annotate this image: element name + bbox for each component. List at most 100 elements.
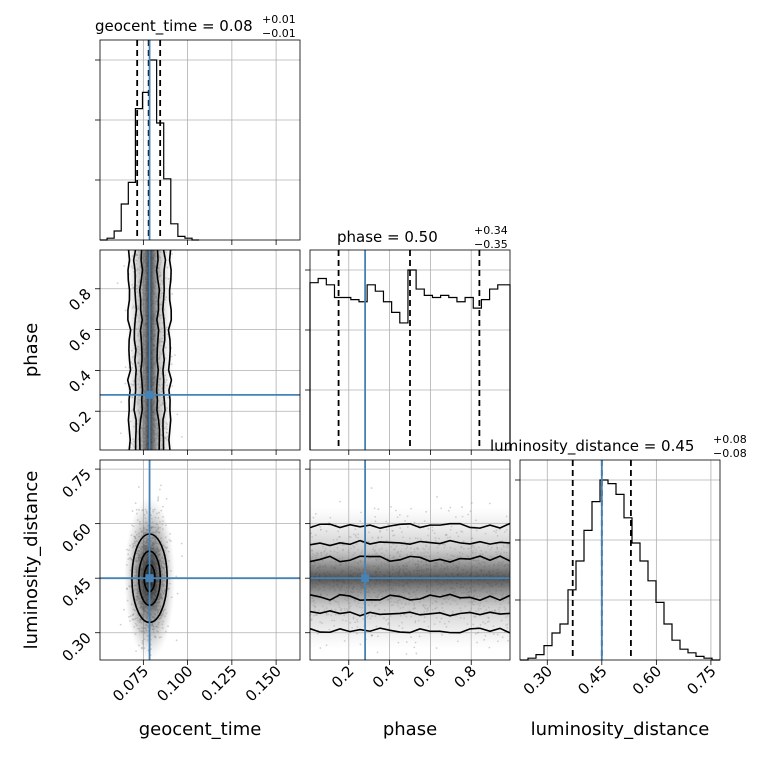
y-tick-label: 0.4	[65, 367, 95, 397]
grid-lines	[520, 460, 720, 660]
title-luminosity-distance-plus: +0.08	[713, 433, 747, 446]
histogram-step	[520, 479, 720, 661]
title-phase-label: phase = 0.50	[337, 228, 438, 246]
sample-point	[137, 486, 140, 488]
title-phase-minus: −0.35	[474, 238, 508, 251]
panel-frame	[99, 249, 301, 451]
title-geocent-time-minus: −0.01	[262, 27, 296, 40]
sample-point	[146, 663, 148, 665]
sample-point	[174, 354, 176, 357]
x-tick-label: 0.45	[574, 662, 610, 698]
sample-point	[339, 500, 341, 503]
sample-point	[436, 496, 438, 498]
sample-point	[405, 653, 408, 655]
histogram-step	[309, 269, 511, 450]
contour-line	[310, 539, 510, 547]
contour-line	[155, 250, 161, 450]
sample-point	[175, 639, 178, 642]
truth-marker	[361, 574, 370, 583]
panel-frame	[309, 249, 511, 451]
contour-line	[138, 250, 144, 450]
sample-point	[415, 652, 418, 655]
sample-point	[158, 488, 161, 491]
sample-point	[120, 401, 123, 403]
sample-point	[176, 413, 179, 416]
sample-point	[135, 650, 137, 653]
density-clip	[310, 487, 510, 655]
sample-point	[123, 608, 125, 611]
sample-point	[119, 432, 122, 435]
sample-point	[119, 623, 122, 626]
y-tick-label: 0.45	[58, 574, 94, 610]
x-tick-label: 0.100	[153, 662, 196, 705]
density-panel-geocent-time-phase	[99, 249, 301, 451]
contour-line	[126, 250, 132, 450]
truth-marker	[145, 574, 154, 583]
sample-point	[158, 662, 160, 664]
x-tick-label: 0.6	[410, 662, 440, 692]
y-tick-label: 0.2	[65, 407, 95, 437]
contour-line	[310, 627, 510, 634]
y-tick-label: 0.30	[58, 629, 94, 665]
sample-point	[180, 542, 183, 545]
y-tick-label: 0.8	[65, 285, 95, 315]
x-tick-label: 0.8	[450, 662, 480, 692]
sample-point	[176, 592, 179, 595]
y-tick-label: 0.75	[58, 465, 94, 501]
title-geocent-time: geocent_time = 0.08 +0.01 −0.01	[95, 13, 296, 40]
x-tick-label: 0.075	[109, 662, 152, 705]
sample-point	[123, 265, 125, 267]
hist-panel-phase	[305, 249, 511, 451]
x-tick-label: 0.2	[328, 662, 358, 692]
panel-frame	[99, 39, 301, 241]
title-luminosity-distance: luminosity_distance = 0.45 +0.08 −0.08	[490, 433, 747, 460]
x-tick-label: 0.75	[683, 662, 719, 698]
title-luminosity-distance-minus: −0.08	[713, 447, 747, 460]
sample-point	[470, 502, 473, 504]
panel-frame	[99, 459, 301, 661]
grid-lines	[100, 40, 300, 240]
x-axis-label-phase: phase	[383, 719, 437, 740]
truth-marker	[145, 390, 154, 399]
contour-line	[310, 610, 510, 617]
hist-panel-luminosity-distance	[515, 459, 721, 661]
title-geocent-time-plus: +0.01	[262, 13, 296, 26]
contour-line	[310, 593, 510, 602]
contour-line	[132, 250, 138, 450]
sample-point	[134, 502, 137, 505]
sample-point	[131, 510, 134, 512]
sample-point	[370, 487, 373, 489]
x-tick-label: 0.150	[242, 662, 285, 705]
x-tick-label: 0.4	[369, 662, 399, 692]
panel-frame	[309, 459, 511, 661]
sample-point	[181, 555, 183, 558]
y-axis-label-luminosity-distance: luminosity_distance	[21, 471, 42, 650]
contour-line	[310, 555, 510, 563]
sample-point	[489, 502, 491, 505]
contour-line	[161, 250, 167, 450]
title-luminosity-distance-label: luminosity_distance = 0.45	[490, 437, 694, 456]
x-tick-label: 0.125	[198, 662, 241, 705]
contour-line	[167, 250, 173, 450]
sample-point	[181, 436, 183, 438]
x-tick-label: 0.60	[629, 662, 665, 698]
hist-panel-geocent-time	[95, 39, 301, 241]
sample-point	[376, 651, 379, 654]
sample-point	[157, 498, 160, 500]
x-axis-label-geocent-time: geocent_time	[139, 719, 262, 740]
panel-frame	[519, 459, 721, 661]
x-axis-label-luminosity-distance: luminosity_distance	[531, 719, 710, 740]
x-tick-label: 0.30	[520, 662, 556, 698]
sample-point	[165, 497, 168, 500]
sample-point	[159, 484, 162, 487]
corner-panels: 0.30 0.45 0.60 0.750.20.40.60.80.075 0.100 0.…	[58, 39, 721, 705]
y-tick-label: 0.60	[58, 520, 94, 556]
density-panel-geocent-time-luminosity-distance	[99, 459, 301, 665]
title-phase-plus: +0.34	[474, 224, 508, 237]
y-axis-label-phase: phase	[21, 323, 42, 377]
title-phase: phase = 0.50 +0.34 −0.35	[337, 224, 508, 251]
sample-point	[116, 282, 119, 285]
title-geocent-time-label: geocent_time = 0.08	[95, 17, 253, 36]
sample-point	[175, 575, 178, 578]
